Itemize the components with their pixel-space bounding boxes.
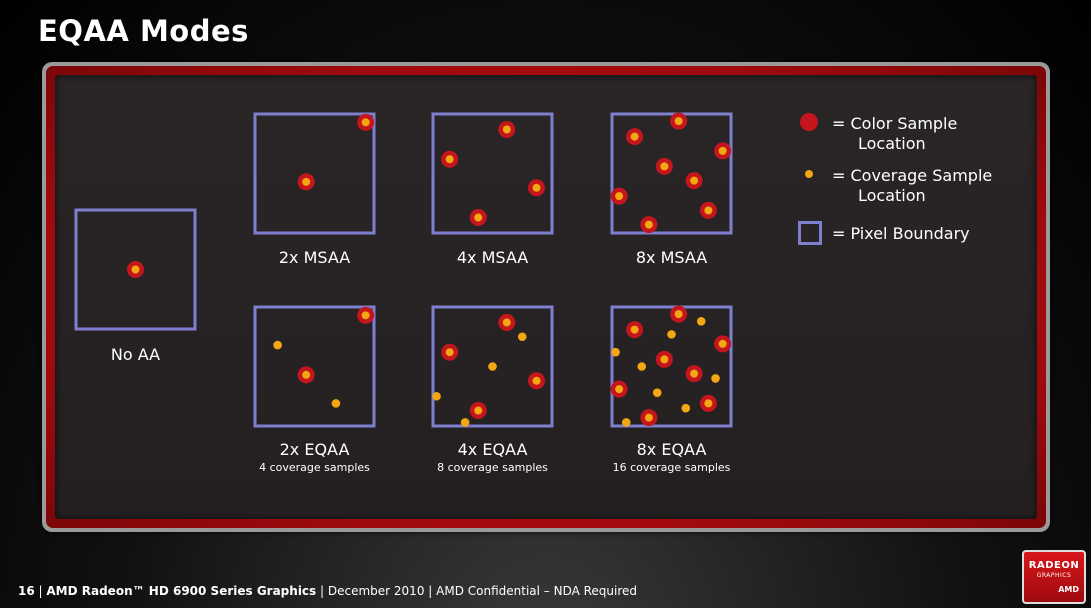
color-sample: [670, 112, 688, 130]
pixel-boundary-icon: [798, 221, 822, 245]
mode-sublabel-4x-eqaa: 8 coverage samples: [437, 461, 548, 474]
mode-sublabel-2x-eqaa: 4 coverage samples: [259, 461, 370, 474]
color-sample: [640, 409, 658, 427]
coverage-sample: [273, 340, 282, 350]
color-sample: [498, 313, 516, 331]
legend-coverage-line2: Location: [858, 186, 926, 205]
footer-product: AMD Radeon™ HD 6900 Series Graphics: [46, 584, 317, 598]
mode-label-4x-eqaa: 4x EQAA: [458, 440, 528, 459]
color-sample: [626, 128, 644, 146]
color-sample: [655, 157, 673, 175]
logo-line2: GRAPHICS: [1036, 572, 1072, 579]
color-sample: [685, 172, 703, 190]
pixel-4x-eqaa: 4x EQAA 8 coverage samples: [431, 305, 554, 474]
color-sample: [655, 350, 673, 368]
legend-coverage-line1: = Coverage Sample: [832, 166, 993, 185]
pixel-boundary: [610, 305, 733, 428]
color-sample: [528, 179, 546, 197]
footer-page-number: 16: [18, 584, 35, 598]
color-sample: [469, 402, 487, 420]
color-sample: [357, 306, 375, 324]
page-title: EQAA Modes: [38, 14, 249, 48]
legend-pixel-line1: = Pixel Boundary: [832, 224, 970, 243]
color-sample: [297, 366, 315, 384]
color-sample: [127, 261, 144, 278]
color-sample: [528, 372, 546, 390]
coverage-sample: [611, 347, 620, 357]
color-sample: [357, 113, 375, 131]
coverage-sample: [696, 316, 706, 326]
footer-sep-2: |: [320, 584, 328, 598]
pixel-8x-eqaa: 8x EQAA 16 coverage samples: [610, 305, 733, 474]
panel-red-border: [46, 66, 1046, 528]
coverage-sample: [681, 403, 691, 413]
color-sample: [297, 173, 315, 191]
color-sample: [699, 394, 717, 412]
color-sample: [714, 335, 732, 353]
pixel-8x-msaa: 8x MSAA: [610, 112, 733, 267]
coverage-sample: [517, 332, 527, 342]
panel-inner: [55, 75, 1037, 519]
color-sample: [670, 305, 688, 323]
mode-label-8x-eqaa: 8x EQAA: [637, 440, 707, 459]
legend-color-line2: Location: [858, 134, 926, 153]
diagram-panel: [42, 62, 1050, 532]
pixel-boundary: [253, 305, 376, 428]
coverage-sample: [488, 362, 497, 371]
coverage-sample: [667, 330, 676, 339]
pixel-2x-eqaa: 2x EQAA 4 coverage samples: [253, 305, 376, 474]
pixel-boundary: [610, 112, 733, 235]
color-sample: [640, 216, 658, 234]
coverage-sample: [637, 362, 647, 371]
coverage-sample: [711, 374, 720, 383]
pixel-4x-msaa: 4x MSAA: [431, 112, 554, 267]
mode-label-2x-eqaa: 2x EQAA: [280, 440, 350, 459]
coverage-sample: [432, 391, 441, 401]
pixel-boundary: [431, 112, 554, 235]
color-sample: [699, 201, 717, 219]
radeon-logo: RADEON GRAPHICS AMD: [1022, 550, 1086, 604]
mode-label-2x-msaa: 2x MSAA: [279, 248, 350, 267]
footer-rest: December 2010 | AMD Confidential – NDA R…: [327, 584, 638, 598]
color-sample: [498, 120, 516, 138]
footer-sep-1: |: [38, 584, 47, 598]
coverage-sample: [652, 388, 662, 397]
color-sample: [441, 343, 459, 361]
pixel-boundary: [431, 305, 554, 428]
mode-label-no-aa: No AA: [111, 345, 160, 364]
color-sample: [441, 150, 459, 168]
color-sample: [685, 365, 703, 383]
coverage-sample: [331, 399, 341, 408]
color-sample-icon: [800, 113, 818, 131]
coverage-sample: [460, 418, 470, 427]
pixel-no-aa: No AA: [74, 208, 197, 364]
footer: 16 | AMD Radeon™ HD 6900 Series Graphics…: [18, 584, 637, 598]
pixel-boundary: [253, 112, 376, 235]
color-sample: [626, 321, 644, 339]
pixel-2x-msaa: 2x MSAA: [253, 112, 376, 267]
color-sample: [714, 142, 732, 160]
logo-line1: RADEON: [1028, 560, 1080, 571]
coverage-sample: [621, 418, 631, 427]
mode-label-8x-msaa: 8x MSAA: [636, 248, 707, 267]
legend-color-line1: = Color Sample: [832, 114, 958, 133]
color-sample: [469, 209, 487, 227]
pixel-boundary: [74, 208, 197, 331]
coverage-sample-icon: [805, 170, 813, 178]
color-sample: [610, 380, 628, 398]
logo-line3: AMD: [1058, 585, 1079, 594]
mode-sublabel-8x-eqaa: 16 coverage samples: [613, 461, 731, 474]
color-sample: [610, 187, 628, 205]
mode-label-4x-msaa: 4x MSAA: [457, 248, 528, 267]
